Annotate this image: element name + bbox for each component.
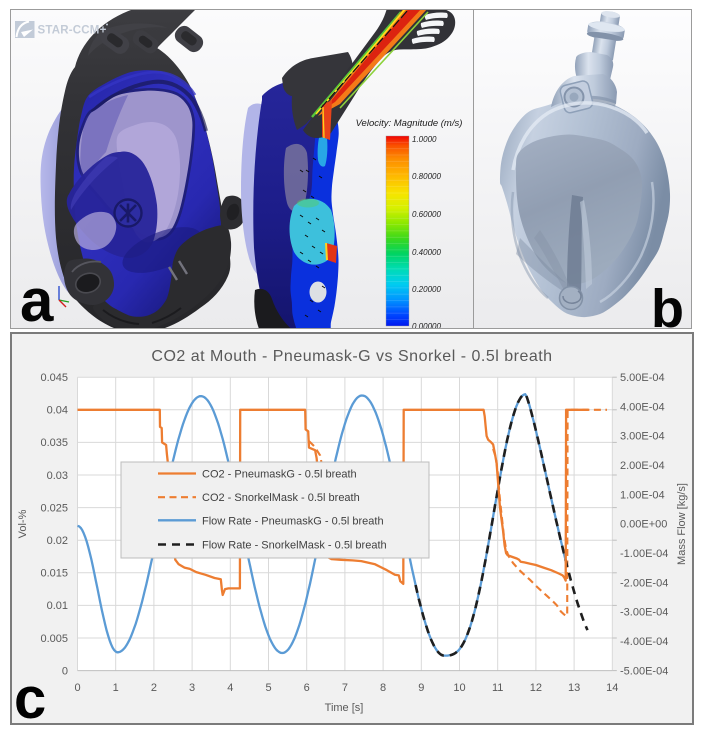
- svg-text:Flow Rate - SnorkelMask - 0.5l: Flow Rate - SnorkelMask - 0.5l breath: [202, 540, 387, 552]
- svg-text:CO2 - PneumaskG - 0.5l breath: CO2 - PneumaskG - 0.5l breath: [202, 469, 357, 481]
- svg-text:Mass Flow [kg/s]: Mass Flow [kg/s]: [676, 483, 688, 565]
- svg-text:0.015: 0.015: [40, 568, 68, 580]
- svg-text:1.0000: 1.0000: [412, 135, 437, 144]
- svg-text:-4.00E-04: -4.00E-04: [620, 636, 668, 648]
- svg-text:12: 12: [530, 682, 542, 694]
- svg-text:14: 14: [606, 682, 618, 694]
- svg-text:0.20000: 0.20000: [412, 285, 441, 294]
- svg-text:Time [s]: Time [s]: [325, 702, 364, 714]
- svg-text:6: 6: [304, 682, 310, 694]
- svg-text:-1.00E-04: -1.00E-04: [620, 548, 668, 560]
- svg-text:0.03: 0.03: [47, 470, 68, 482]
- svg-text:13: 13: [568, 682, 580, 694]
- svg-text:0.005: 0.005: [40, 633, 68, 645]
- svg-text:0: 0: [62, 665, 68, 677]
- svg-text:0: 0: [74, 682, 80, 694]
- svg-text:10: 10: [453, 682, 465, 694]
- svg-text:11: 11: [492, 682, 503, 694]
- svg-text:0.00000: 0.00000: [412, 322, 441, 328]
- svg-text:Vol-%: Vol-%: [17, 509, 29, 538]
- svg-text:CO2 at Mouth - Pneumask-G vs S: CO2 at Mouth - Pneumask-G vs Snorkel - 0…: [151, 348, 552, 365]
- svg-text:0.04: 0.04: [47, 405, 68, 417]
- svg-text:a: a: [20, 267, 54, 328]
- svg-text:c: c: [14, 666, 46, 723]
- svg-text:0.00E+00: 0.00E+00: [620, 519, 667, 531]
- svg-text:9: 9: [418, 682, 424, 694]
- svg-text:0.035: 0.035: [40, 437, 68, 449]
- svg-text:-3.00E-04: -3.00E-04: [620, 607, 668, 619]
- svg-text:5.00E-04: 5.00E-04: [620, 372, 665, 384]
- svg-text:Velocity: Magnitude (m/s): Velocity: Magnitude (m/s): [356, 118, 463, 129]
- svg-text:-2.00E-04: -2.00E-04: [620, 577, 668, 589]
- svg-text:Flow Rate - PneumaskG - 0.5l b: Flow Rate - PneumaskG - 0.5l breath: [202, 515, 384, 527]
- svg-text:STAR-CCM+: STAR-CCM+: [38, 25, 107, 37]
- svg-text:5: 5: [265, 682, 271, 694]
- svg-text:2: 2: [151, 682, 157, 694]
- svg-text:4.00E-04: 4.00E-04: [620, 401, 665, 413]
- svg-text:0.80000: 0.80000: [412, 172, 441, 181]
- svg-text:0.025: 0.025: [40, 502, 68, 514]
- svg-text:7: 7: [342, 682, 348, 694]
- svg-text:0.60000: 0.60000: [412, 210, 441, 219]
- svg-text:3: 3: [189, 682, 195, 694]
- svg-text:0.045: 0.045: [40, 372, 68, 384]
- svg-text:1.00E-04: 1.00E-04: [620, 489, 665, 501]
- svg-text:2.00E-04: 2.00E-04: [620, 460, 665, 472]
- svg-text:b: b: [651, 279, 684, 328]
- svg-text:0.01: 0.01: [47, 600, 68, 612]
- svg-text:0.40000: 0.40000: [412, 248, 441, 257]
- svg-text:4: 4: [227, 682, 233, 694]
- svg-text:3.00E-04: 3.00E-04: [620, 431, 665, 443]
- svg-text:1: 1: [113, 682, 119, 694]
- svg-text:CO2 - SnorkelMask - 0.5l breat: CO2 - SnorkelMask - 0.5l breath: [202, 492, 360, 504]
- svg-text:-5.00E-04: -5.00E-04: [620, 665, 668, 677]
- svg-text:0.02: 0.02: [47, 535, 68, 547]
- svg-text:8: 8: [380, 682, 386, 694]
